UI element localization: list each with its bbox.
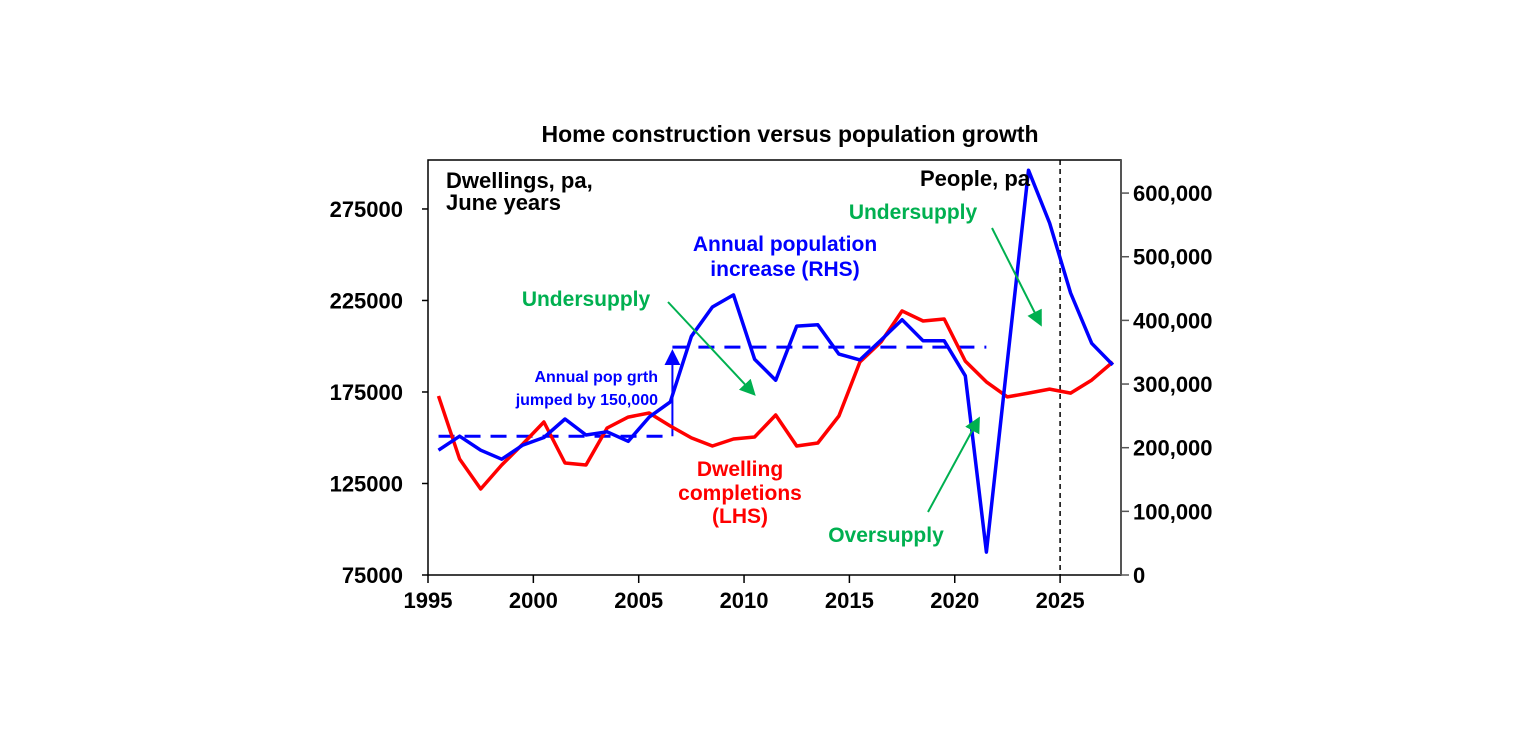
left-tick-label: 275000 — [330, 197, 403, 222]
right-tick-label: 500,000 — [1133, 245, 1213, 270]
chart-title: Home construction versus population grow… — [541, 121, 1038, 147]
left-tick-label: 125000 — [330, 471, 403, 496]
annotation-dwell-label-2: completions — [678, 482, 802, 505]
annotation-pop-label-2: increase (RHS) — [710, 258, 859, 281]
annotation-oversupply: Oversupply — [828, 524, 944, 547]
x-tick-label: 2005 — [614, 588, 663, 613]
right-tick-label: 100,000 — [1133, 499, 1213, 524]
right-tick-label: 0 — [1133, 563, 1145, 588]
x-tick-label: 2020 — [930, 588, 979, 613]
x-tick-label: 2010 — [720, 588, 769, 613]
annotation-undersupply-1: Undersupply — [522, 288, 651, 311]
annotation-pop-jump-2: jumped by 150,000 — [515, 392, 658, 409]
series-lines — [436, 168, 1115, 554]
x-tick-label: 1995 — [404, 588, 453, 613]
annotation-dwell-label-3: (LHS) — [712, 505, 768, 528]
undersupply-arrow-1 — [667, 301, 756, 396]
right-axis-label: People, pa — [920, 166, 1031, 191]
plot-frame — [427, 159, 1122, 576]
x-tick-label: 2015 — [825, 588, 874, 613]
left-tick-label: 75000 — [342, 563, 403, 588]
right-tick-label: 400,000 — [1133, 308, 1213, 333]
axes: 1995 2000 2005 2010 2015 2020 2025 75000 125000 1… — [330, 181, 1213, 613]
left-tick-label: 175000 — [330, 380, 403, 405]
oversupply-arrow — [927, 416, 980, 513]
x-tick-label: 2000 — [509, 588, 558, 613]
undersupply-arrow-2 — [991, 227, 1042, 327]
left-axis-label-line1: Dwellings, pa, — [446, 168, 593, 193]
right-tick-label: 300,000 — [1133, 372, 1213, 397]
annotation-undersupply-2: Undersupply — [849, 201, 978, 224]
annotation-dwell-label-1: Dwelling — [697, 458, 783, 481]
left-axis-label-line2: June years — [446, 190, 561, 215]
annotation-pop-jump-1: Annual pop grth — [534, 369, 658, 386]
right-tick-label: 600,000 — [1133, 181, 1213, 206]
x-tick-label: 2025 — [1036, 588, 1085, 613]
right-tick-label: 200,000 — [1133, 436, 1213, 461]
annotation-pop-label-1: Annual population — [693, 233, 877, 256]
left-tick-label: 225000 — [330, 288, 403, 313]
